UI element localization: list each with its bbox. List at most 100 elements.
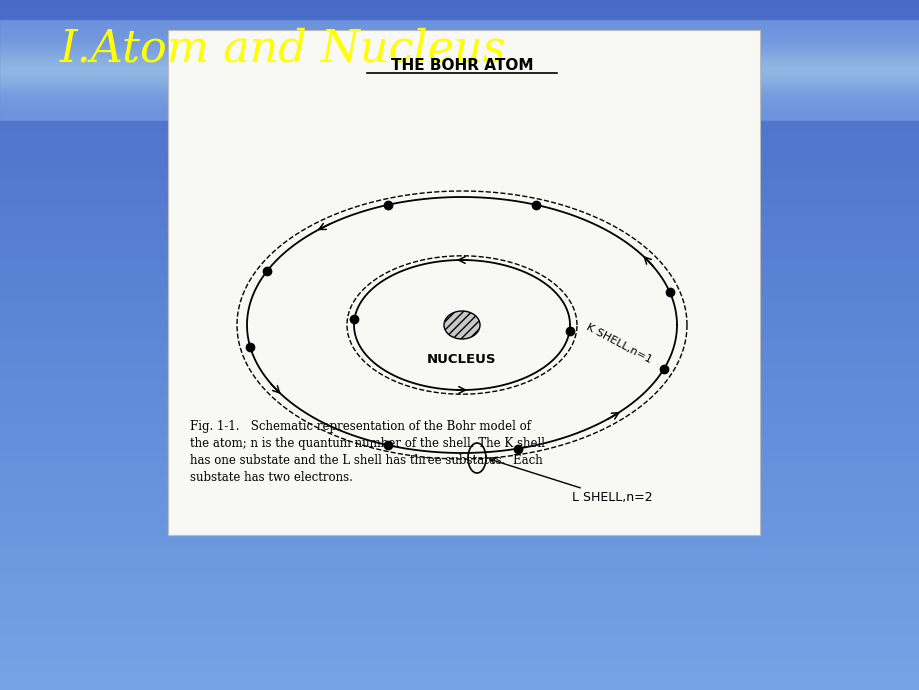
Bar [0,553,919,554]
Bar [0,665,919,666]
Bar [0,200,919,201]
Bar [0,25,919,26]
Bar [0,272,919,273]
Bar [0,580,919,581]
Bar [0,264,919,265]
Bar [0,78,919,79]
Bar [0,568,919,569]
Bar [0,67,919,68]
Bar [0,321,919,322]
Bar [0,255,919,256]
Bar [0,226,919,227]
Bar [0,584,919,585]
Bar [0,94,919,95]
Bar [0,292,919,293]
Bar [0,374,919,375]
Bar [0,684,919,685]
Bar [0,426,919,427]
Bar [0,360,919,361]
Bar [0,154,919,155]
Bar [0,677,919,678]
Bar [0,160,919,161]
Bar [0,259,919,260]
Bar [0,241,919,242]
Bar [0,72,919,73]
Bar [0,30,919,31]
Bar [0,501,919,502]
Bar [0,500,919,501]
Bar [0,670,919,671]
Bar [0,86,919,87]
Bar [0,283,919,284]
Bar [0,645,919,646]
Bar [0,636,919,637]
Bar [0,349,919,350]
Bar [0,352,919,353]
Bar [0,43,919,44]
Bar [0,595,919,596]
Bar [0,653,919,654]
Bar [0,345,919,346]
Bar [0,427,919,428]
Bar [0,117,919,118]
Bar [0,637,919,638]
Bar [0,270,919,271]
Bar [0,155,919,156]
Bar [0,498,919,499]
Bar [0,66,919,67]
Bar [0,393,919,394]
Bar [0,144,919,145]
Bar [0,512,919,513]
Bar [0,90,919,91]
Bar [0,574,919,575]
Bar [0,632,919,633]
Bar [0,115,919,116]
Bar [0,99,919,100]
Bar [0,112,919,113]
Bar [0,561,919,562]
Bar [0,156,919,157]
Bar [0,56,919,57]
Bar [0,348,919,349]
Bar [0,95,919,96]
Bar [0,77,919,78]
Bar [0,96,919,97]
Bar [0,3,919,4]
Bar [0,121,919,122]
Bar [0,274,919,275]
Bar [0,137,919,138]
Bar [0,164,919,165]
Bar [0,202,919,203]
Bar [0,302,919,303]
Bar [0,537,919,538]
Bar [0,605,919,606]
Bar [0,395,919,396]
Bar [0,278,919,279]
Bar [0,55,919,56]
Bar [0,14,919,15]
Bar [0,570,919,571]
Bar [0,211,919,212]
Bar [0,279,919,280]
Bar [0,210,919,211]
Bar [0,403,919,404]
Bar [0,314,919,315]
Bar [0,312,919,313]
Bar [0,353,919,354]
Bar [0,110,919,111]
Bar [0,455,919,456]
Bar [0,97,919,98]
Bar [0,337,919,338]
Bar [0,148,919,149]
Text: substate has two electrons.: substate has two electrons. [190,471,353,484]
Bar [0,26,919,27]
Bar [0,496,919,497]
Bar [0,10,919,11]
Bar [0,556,919,557]
Bar [0,486,919,487]
Bar [0,485,919,486]
Bar [0,577,919,578]
Bar [0,412,919,413]
Bar [0,571,919,572]
Bar [0,93,919,94]
